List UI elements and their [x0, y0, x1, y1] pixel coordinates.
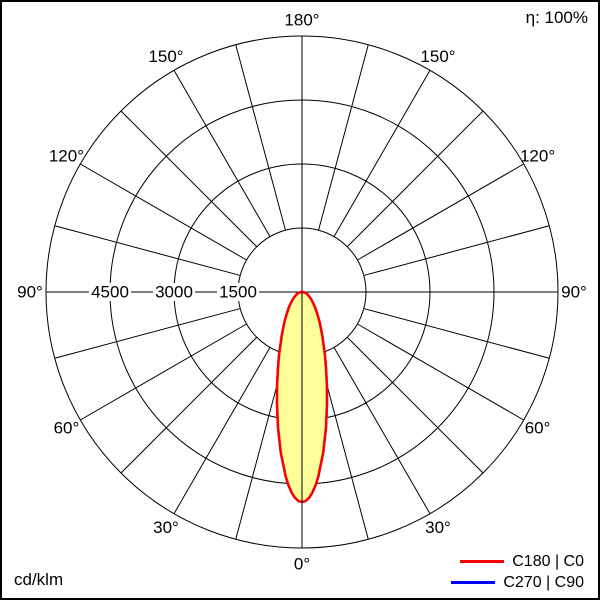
ring-label-4500: 4500 — [91, 283, 129, 302]
ring-label-1500: 1500 — [219, 283, 257, 302]
curve-legend: C180 | C0 C270 | C90 — [451, 553, 584, 591]
grid-ray-210 — [173, 70, 271, 237]
angle-label-90-left: 90° — [17, 283, 43, 302]
grid-ray-165 — [318, 44, 369, 231]
legend-line-blue-icon — [451, 581, 496, 584]
angle-label-120-left: 120° — [49, 147, 84, 166]
grid-ray-330 — [173, 347, 271, 514]
grid-ray-300 — [80, 323, 247, 421]
grid-ray-60 — [357, 323, 524, 421]
grid-ray-285 — [54, 308, 241, 359]
angle-label-30-right: 30° — [425, 518, 451, 537]
ring-label-bg-4500 — [89, 283, 131, 301]
ring-label-bg-3000 — [153, 283, 195, 301]
angle-label-150-right: 150° — [420, 47, 455, 66]
legend-line-red-icon — [460, 560, 505, 563]
grid-ray-195 — [235, 44, 286, 231]
legend-item-c270-c90: C270 | C90 — [451, 574, 584, 591]
grid-ray-255 — [54, 225, 241, 276]
angle-label-30-left: 30° — [153, 518, 179, 537]
legend-label-c180-c0: C180 | C0 — [512, 553, 584, 570]
ring-label-3000: 3000 — [155, 283, 193, 302]
angle-label-150-left: 150° — [148, 47, 183, 66]
unit-label: cd/klm — [14, 570, 64, 589]
grid-ray-225 — [120, 110, 258, 248]
angle-label-60-right: 60° — [525, 419, 551, 438]
grid-ray-150 — [333, 70, 431, 237]
legend-label-c270-c90: C270 | C90 — [503, 574, 584, 591]
angle-label-180: 180° — [284, 11, 319, 30]
angle-label-90-right: 90° — [561, 283, 587, 302]
grid-ray-45 — [346, 336, 484, 474]
angle-label-0: 0° — [294, 555, 310, 574]
grid-ray-315 — [120, 336, 258, 474]
efficiency-label: η: 100% — [525, 8, 588, 27]
grid-ray-30 — [333, 347, 431, 514]
ring-label-bg-1500 — [217, 283, 259, 301]
grid-ray-120 — [357, 163, 524, 261]
grid-ray-75 — [363, 308, 550, 359]
grid-ray-105 — [363, 225, 550, 276]
grid-ray-240 — [80, 163, 247, 261]
legend-item-c180-c0: C180 | C0 — [460, 553, 584, 570]
angle-label-120-right: 120° — [520, 147, 555, 166]
grid-ray-135 — [346, 110, 484, 248]
angle-label-60-left: 60° — [54, 419, 80, 438]
